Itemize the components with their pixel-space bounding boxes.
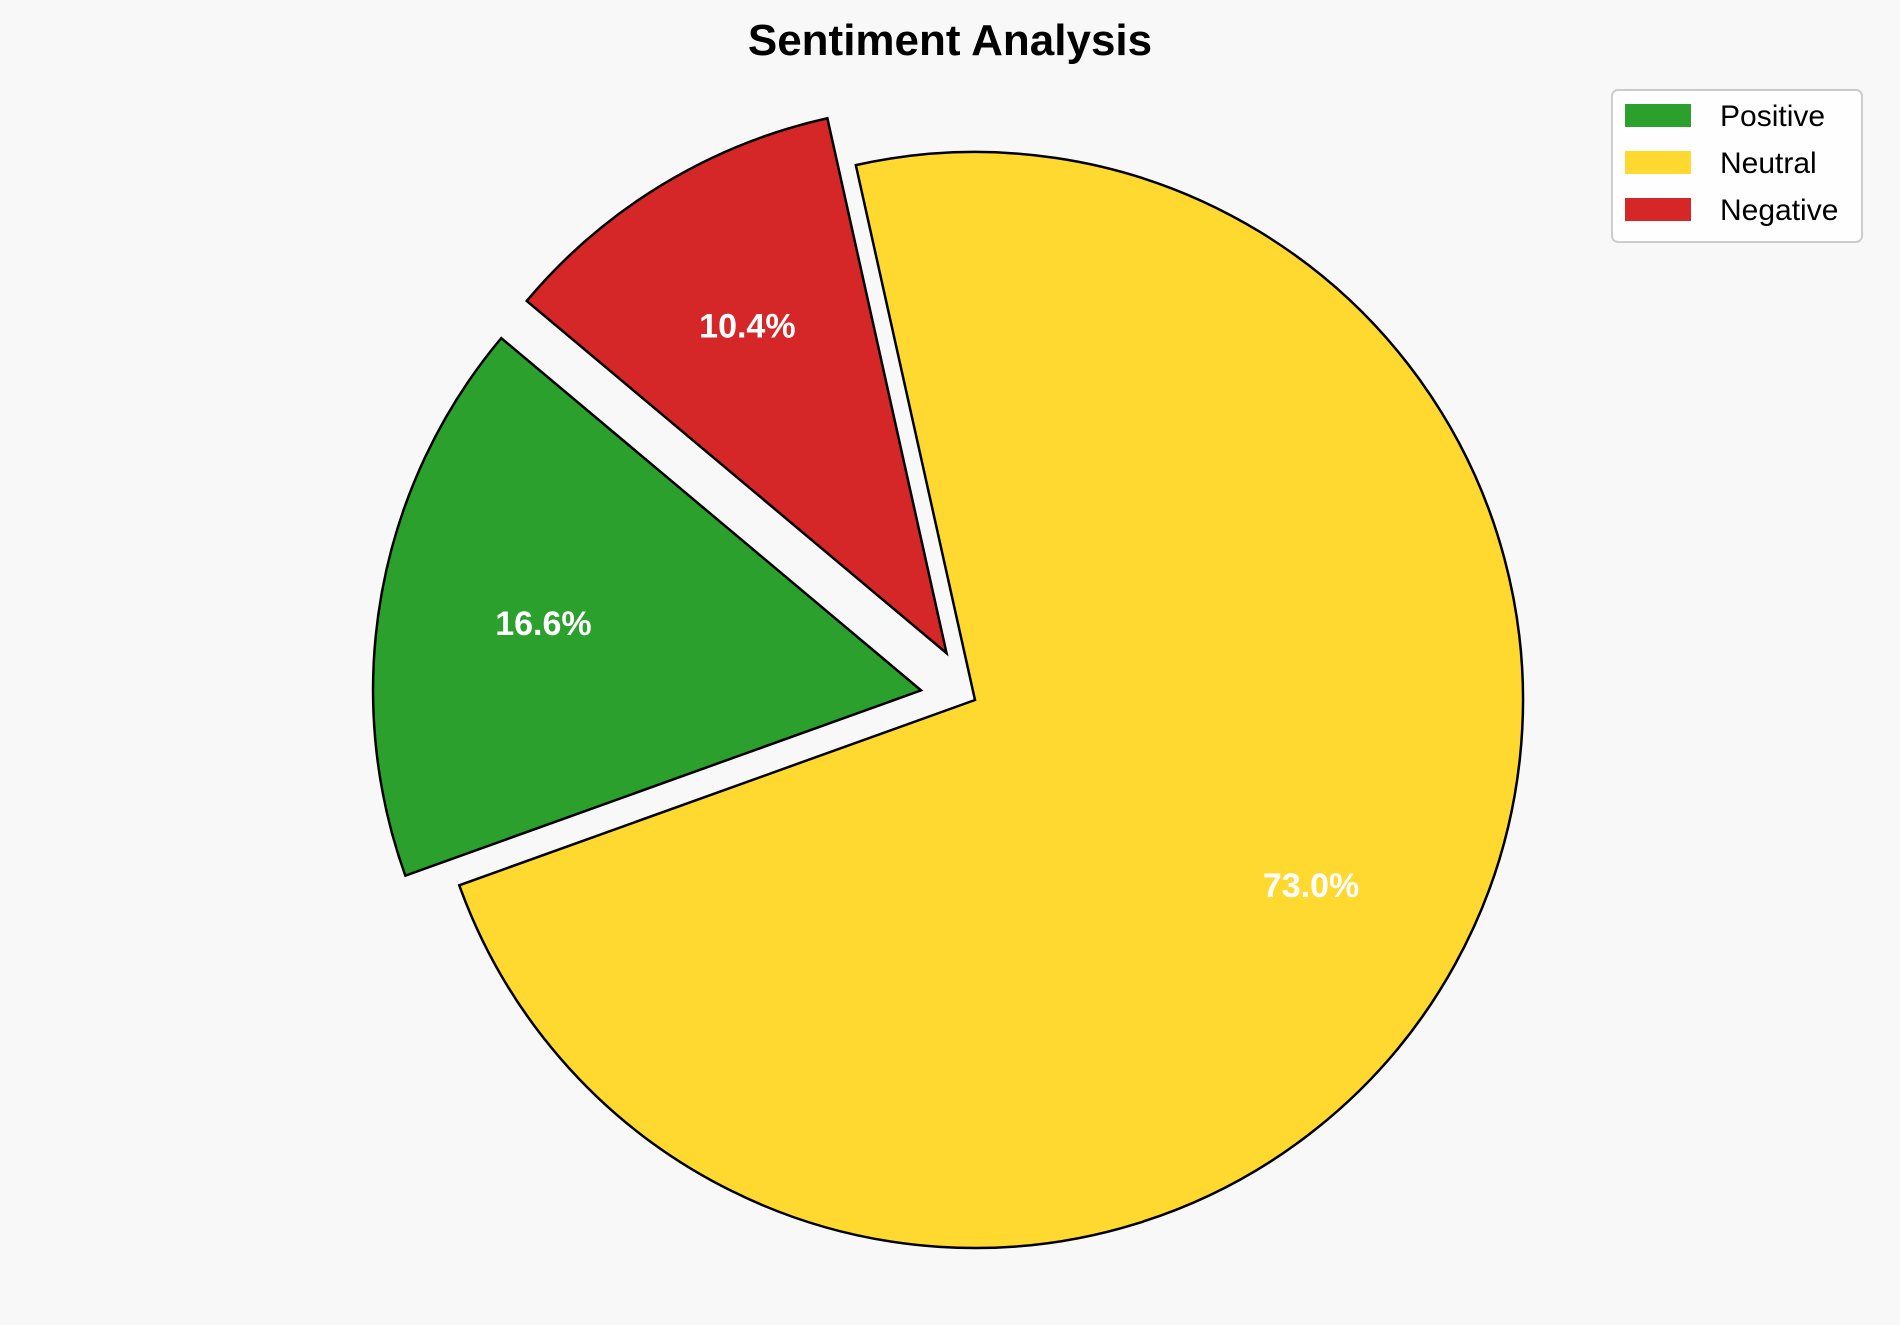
legend-swatch-negative [1625,198,1691,221]
legend-swatch-positive [1625,104,1691,127]
pie-label-positive: 16.6% [495,605,591,643]
legend-swatch-neutral [1625,151,1691,174]
pie-label-neutral: 73.0% [1263,867,1359,905]
legend-label-positive: Positive [1720,100,1825,133]
pie-labels: 16.6% 73.0% 10.4% [495,307,1359,905]
legend-label-neutral: Neutral [1720,147,1817,180]
pie-wedges [371,116,1525,1250]
pie-label-negative: 10.4% [699,307,795,345]
pie-slice-negative [524,116,949,657]
pie-slice-neutral [457,150,1525,1250]
pie-slice-positive [371,336,924,878]
legend-label-negative: Negative [1720,194,1838,227]
chart-title: Sentiment Analysis [748,16,1152,65]
legend: Positive Neutral Negative [1611,89,1863,243]
